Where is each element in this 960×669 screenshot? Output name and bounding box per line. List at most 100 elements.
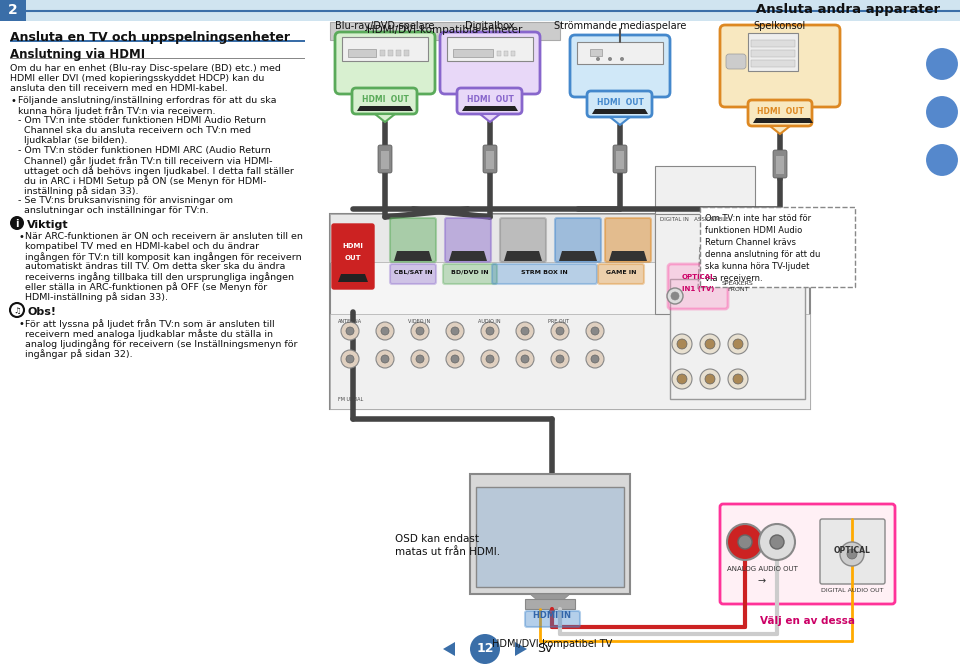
Circle shape [376,350,394,368]
Text: i: i [15,219,19,229]
Circle shape [671,292,679,300]
Circle shape [451,355,459,363]
FancyBboxPatch shape [457,88,522,114]
Circle shape [925,143,959,177]
Text: DIGITAL IN   ASSIGNABLE: DIGITAL IN ASSIGNABLE [660,217,729,222]
Text: receiverns ingång tillbaka till den ursprungliga ingången: receiverns ingång tillbaka till den ursp… [25,272,294,282]
Circle shape [346,355,354,363]
Polygon shape [592,109,648,114]
Circle shape [381,355,389,363]
Circle shape [551,322,569,340]
Text: HDMI/DVI-kompatibel TV: HDMI/DVI-kompatibel TV [492,639,612,649]
Circle shape [586,350,604,368]
Text: HDMI  OUT: HDMI OUT [596,98,643,106]
Circle shape [667,288,683,304]
Circle shape [925,47,959,81]
Circle shape [551,350,569,368]
FancyBboxPatch shape [352,88,417,114]
Text: HDMI: HDMI [343,243,364,249]
FancyBboxPatch shape [555,218,601,262]
FancyBboxPatch shape [605,218,651,262]
FancyBboxPatch shape [332,224,374,289]
FancyBboxPatch shape [616,151,624,169]
Text: Digitalbox: Digitalbox [466,21,515,31]
Text: HDMI-inställning på sidan 33).: HDMI-inställning på sidan 33). [25,292,168,302]
Text: Strömmande mediaspelare: Strömmande mediaspelare [554,21,686,31]
FancyBboxPatch shape [445,218,491,262]
Circle shape [416,327,424,335]
FancyBboxPatch shape [655,166,755,262]
Text: HDMI/DVI-kompatibla enheter: HDMI/DVI-kompatibla enheter [368,25,522,35]
Text: du in ARC i HDMI Setup på ON (se Menyn för HDMI-: du in ARC i HDMI Setup på ON (se Menyn f… [24,176,266,186]
Circle shape [847,549,857,559]
FancyBboxPatch shape [476,487,624,587]
FancyBboxPatch shape [486,151,494,169]
Text: För att lyssna på ljudet från TV:n som är ansluten till: För att lyssna på ljudet från TV:n som ä… [25,319,275,329]
Text: denna anslutning för att du: denna anslutning för att du [705,250,821,259]
Text: Viktigt: Viktigt [27,220,68,230]
Circle shape [759,524,795,560]
Circle shape [346,327,354,335]
Text: Spelkonsol: Spelkonsol [754,21,806,31]
Text: Blu-ray/DVD-spelare: Blu-ray/DVD-spelare [335,21,435,31]
Circle shape [608,57,612,61]
FancyBboxPatch shape [381,151,389,169]
Text: OPTICAL: OPTICAL [682,274,715,280]
Text: Sv: Sv [537,642,552,656]
Text: Följande anslutning/inställning erfordras för att du ska: Följande anslutning/inställning erfordra… [18,96,276,105]
FancyBboxPatch shape [342,37,428,61]
Text: Anslutning via HDMI: Anslutning via HDMI [10,48,145,61]
Text: När ARC-funktionen är ON och receivern är ansluten till en: När ARC-funktionen är ON och receivern ä… [25,232,302,241]
FancyBboxPatch shape [598,264,644,284]
Circle shape [596,57,600,61]
FancyBboxPatch shape [440,32,540,94]
Circle shape [341,322,359,340]
Circle shape [591,327,599,335]
FancyBboxPatch shape [497,51,501,56]
Text: •: • [18,319,24,329]
FancyBboxPatch shape [751,50,795,57]
FancyBboxPatch shape [453,49,493,57]
Text: Välj en av dessa: Välj en av dessa [759,616,854,626]
FancyBboxPatch shape [390,218,436,262]
Circle shape [672,334,692,354]
Circle shape [733,339,743,349]
Text: Om du har en enhet (Blu-ray Disc-spelare (BD) etc.) med: Om du har en enhet (Blu-ray Disc-spelare… [10,64,281,73]
FancyBboxPatch shape [570,35,670,97]
Text: via receivern.: via receivern. [705,274,762,283]
Polygon shape [338,274,368,282]
Text: - Om TV:n inte stöder funktionen HDMI Audio Return: - Om TV:n inte stöder funktionen HDMI Au… [18,116,266,125]
Circle shape [705,374,715,384]
Text: IN1 (TV): IN1 (TV) [682,286,714,292]
Text: - Se TV:ns bruksanvisning för anvisningar om: - Se TV:ns bruksanvisning för anvisninga… [18,196,233,205]
Circle shape [738,535,752,549]
Text: ♫: ♫ [13,306,21,315]
Circle shape [516,322,534,340]
Polygon shape [770,126,790,134]
FancyBboxPatch shape [668,264,728,309]
Polygon shape [480,114,500,122]
FancyBboxPatch shape [587,91,652,117]
Text: - Om TV:n stöder funktionen HDMI ARC (Audio Return: - Om TV:n stöder funktionen HDMI ARC (Au… [18,146,271,155]
Text: FM UNBAL: FM UNBAL [338,397,363,402]
Text: OUT: OUT [345,255,361,261]
FancyBboxPatch shape [577,42,663,64]
Text: BD/DVD IN: BD/DVD IN [451,270,489,274]
FancyBboxPatch shape [720,504,895,604]
FancyBboxPatch shape [720,25,840,107]
FancyBboxPatch shape [10,58,305,59]
Text: ansluta den till receivern med en HDMI-kabel.: ansluta den till receivern med en HDMI-k… [10,84,228,93]
FancyBboxPatch shape [670,279,805,399]
Polygon shape [515,642,527,656]
Text: AUDIO IN: AUDIO IN [478,319,500,324]
Text: ANALOG AUDIO OUT: ANALOG AUDIO OUT [727,566,798,572]
Text: uttaget och då behövs ingen ljudkabel. I detta fall ställer: uttaget och då behövs ingen ljudkabel. I… [24,166,294,176]
FancyBboxPatch shape [525,611,580,627]
Text: 2: 2 [8,3,18,17]
Text: SPEAKERS: SPEAKERS [722,281,754,286]
FancyBboxPatch shape [504,51,508,56]
Circle shape [411,322,429,340]
Text: •: • [18,232,24,242]
Text: DIGITAL AUDIO OUT: DIGITAL AUDIO OUT [821,588,883,593]
FancyBboxPatch shape [820,519,885,584]
